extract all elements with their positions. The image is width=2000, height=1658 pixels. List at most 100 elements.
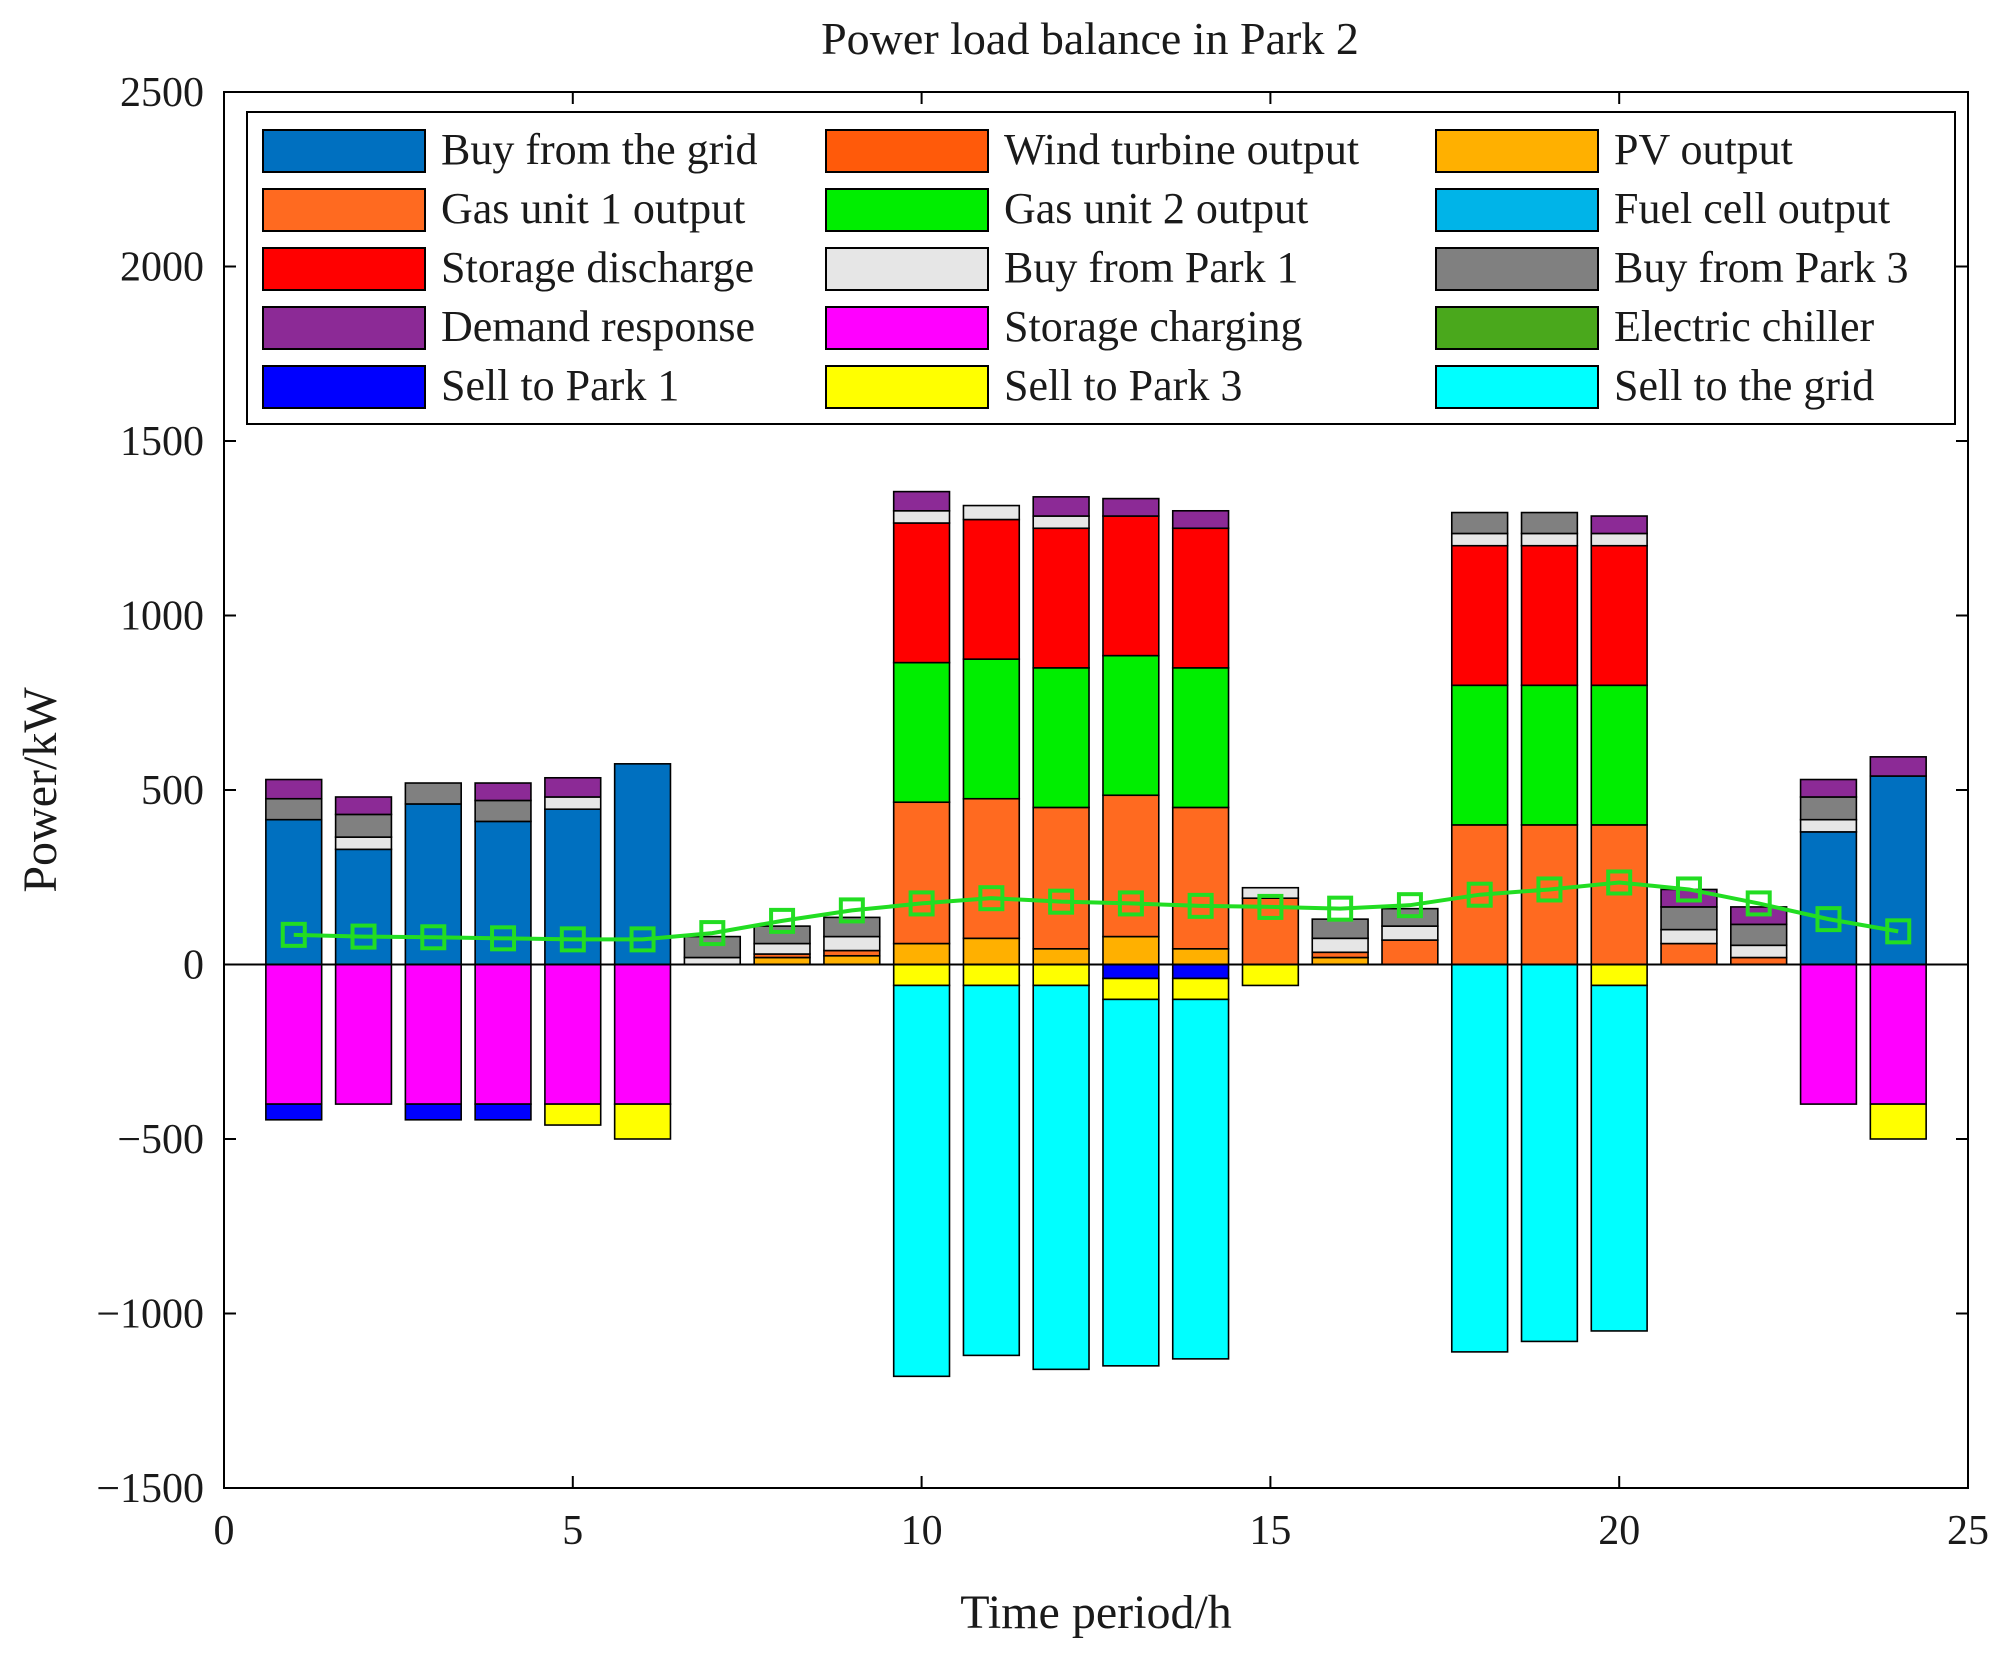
bar-sell-to-park-3 [1869,1103,1927,1140]
bar-gas-unit-1-output [1660,942,1718,966]
legend-label-buy-from-park-1: Buy from Park 1 [1004,243,1299,292]
bar-demand-response [1799,778,1858,798]
load-line-marker [1327,895,1354,922]
legend-swatch-pv-output [1435,129,1599,173]
legend-label-storage-charging: Storage charging [1004,302,1303,351]
load-line-marker [559,926,586,953]
bar-pv-output [892,942,951,966]
legend-box [246,111,1956,425]
bar-sell-to-park-1 [404,1103,462,1121]
load-line-marker [350,923,377,950]
load-line-marker [1048,888,1075,915]
bar-buy-from-park-1 [1590,532,1648,547]
bar-storage-charging [544,963,602,1105]
legend-label-sell-to-park-3: Sell to Park 3 [1004,361,1242,410]
bar-sell-to-the-grid [962,984,1021,1357]
bar-storage-charging [334,963,393,1105]
bar-gas-unit-2-output [1102,654,1160,797]
bar-pv-output [962,937,1021,966]
bar-storage-charging [613,963,672,1105]
bar-buy-from-park-1 [1799,818,1858,833]
bar-gas-unit-2-output [1590,684,1648,826]
bar-gas-unit-1-output [1381,939,1439,966]
bar-gas-unit-2-output [1171,667,1230,809]
load-line-marker [1536,876,1563,903]
y-tick-label: 2500 [120,70,204,116]
y-tick-label: −1000 [96,1292,204,1338]
legend-swatch-gas-unit-1-output [262,188,426,232]
legend-label-buy-from-the-grid: Buy from the grid [441,125,758,174]
bar-gas-unit-1-output [1520,824,1579,966]
x-tick-label: 15 [1249,1508,1291,1554]
load-line-marker [908,890,935,917]
legend-label-wind-turbine-output: Wind turbine output [1004,125,1359,174]
legend-swatch-buy-from-the-grid [262,129,426,173]
bar-buy-from-the-grid [265,818,323,966]
bar-storage-charging [1799,963,1858,1105]
load-line-marker [1745,890,1772,917]
legend-swatch-wind-turbine-output [825,129,989,173]
bar-gas-unit-2-output [892,661,951,804]
bar-storage-charging [1869,963,1927,1105]
bar-storage-discharge [892,522,951,664]
legend-swatch-electric-chiller [1435,306,1599,350]
load-line-marker [1885,918,1912,945]
legend-label-pv-output: PV output [1614,125,1793,174]
y-axis-label: Power/kW [14,687,67,893]
y-tick-label: 2000 [120,245,204,291]
bar-storage-charging [474,963,532,1105]
legend-label-demand-response: Demand response [441,302,755,351]
bar-pv-output [1311,956,1369,966]
bar-buy-from-park-1 [1450,532,1509,547]
load-line-marker [838,897,865,924]
x-tick-label: 25 [1947,1508,1989,1554]
bar-demand-response [1102,497,1160,517]
bar-pv-output [1102,935,1160,966]
bar-buy-from-park-1 [334,836,393,851]
bar-sell-to-the-grid [1102,998,1160,1367]
bar-gas-unit-2-output [1450,684,1509,826]
bar-buy-from-park-3 [1799,796,1858,821]
load-line-marker [1815,906,1842,933]
bar-gas-unit-2-output [1520,684,1579,826]
y-tick-label: −500 [117,1117,204,1163]
y-tick-label: −1500 [96,1466,204,1512]
bar-buy-from-park-1 [1730,944,1788,959]
load-line [280,869,1912,953]
bar-storage-discharge [1102,515,1160,657]
load-line-marker [699,920,726,947]
bar-sell-to-the-grid [1520,963,1579,1343]
load-line-marker [1396,892,1423,919]
bar-buy-from-park-1 [544,796,602,810]
bar-buy-from-the-grid [1869,775,1927,966]
bar-buy-from-park-3 [753,925,811,945]
load-line-marker [1117,890,1144,917]
bar-buy-from-park-1 [962,504,1021,521]
bar-stacks [265,490,1927,1378]
load-line-marker [490,925,517,952]
bar-sell-to-park-1 [474,1103,532,1121]
bar-gas-unit-2-output [962,658,1021,800]
bar-storage-discharge [1520,544,1579,687]
bar-buy-from-park-3 [334,813,393,838]
bar-sell-to-park-3 [1241,963,1300,987]
bar-buy-from-park-1 [823,935,881,952]
bar-demand-response [474,782,532,802]
bar-buy-from-the-grid [1799,831,1858,966]
bar-demand-response [1590,515,1648,535]
legend-swatch-buy-from-park-3 [1435,247,1599,291]
bar-storage-charging [265,963,323,1105]
bar-storage-discharge [962,518,1021,660]
load-line-marker [1675,876,1702,903]
bar-gas-unit-1-output [1730,956,1788,966]
legend-label-buy-from-park-3: Buy from Park 3 [1614,243,1909,292]
bar-buy-from-park-3 [823,916,881,938]
legend-label-fuel-cell-output: Fuel cell output [1614,184,1890,233]
load-line-marker [769,907,796,934]
bar-buy-from-park-1 [1311,937,1369,954]
bar-buy-from-park-3 [683,935,742,959]
legend-label-gas-unit-2-output: Gas unit 2 output [1004,184,1308,233]
bar-sell-to-the-grid [1032,984,1090,1371]
load-line-marker [420,924,447,951]
bar-buy-from-park-3 [1450,511,1509,535]
